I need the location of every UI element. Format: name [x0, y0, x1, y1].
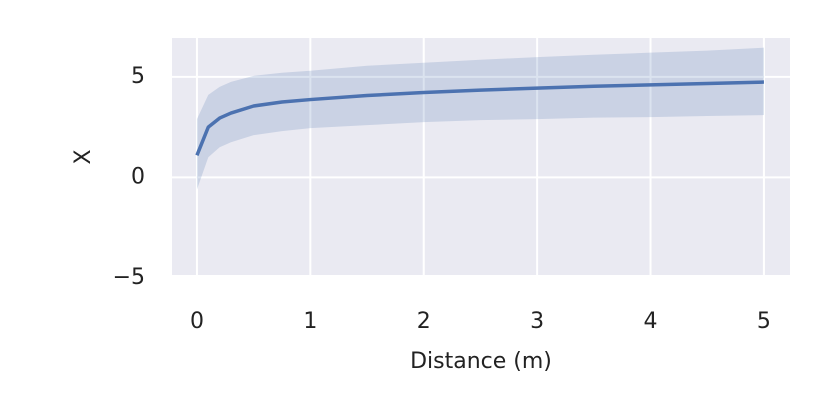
line — [195, 80, 764, 156]
x-tick-label: 3 — [530, 309, 544, 334]
y-tick-label: 0 — [131, 164, 145, 189]
y-axis-label: X — [71, 149, 96, 164]
x-tick-label: 1 — [303, 309, 317, 334]
confidence-band — [196, 47, 764, 190]
x-tick-label: 4 — [644, 309, 658, 334]
y-tick-label: −5 — [113, 265, 145, 290]
marks — [195, 47, 764, 190]
x-axis-label: Distance (m) — [410, 349, 552, 374]
x-tick-label: 2 — [417, 309, 431, 334]
grid — [172, 38, 790, 280]
y-tick-label: 5 — [131, 64, 145, 89]
x-tick-label: 0 — [190, 309, 204, 334]
x-tick-label: 5 — [757, 309, 771, 334]
